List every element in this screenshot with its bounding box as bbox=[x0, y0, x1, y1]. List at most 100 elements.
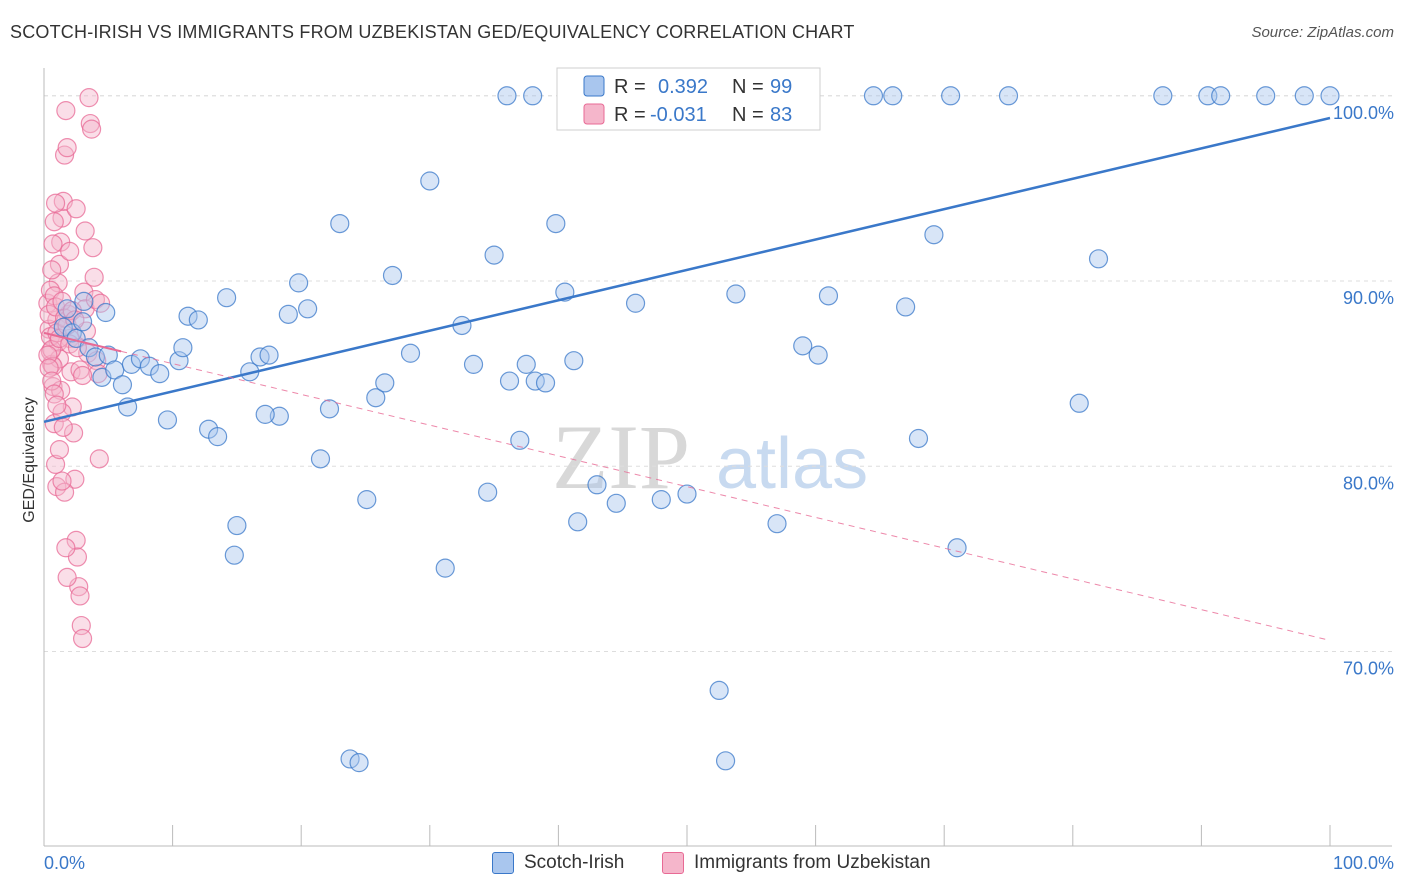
scotch-irish-point bbox=[330, 214, 350, 234]
scotch-irish-point bbox=[1320, 86, 1340, 106]
scotch-irish-point bbox=[1256, 86, 1276, 106]
uzbekistan-point bbox=[39, 304, 59, 324]
scotch-irish-point bbox=[497, 86, 517, 106]
uzbekistan-point bbox=[76, 321, 97, 341]
scotch-irish-point bbox=[435, 558, 455, 578]
scotch-irish-point bbox=[157, 410, 178, 430]
scotch-irish-point bbox=[420, 171, 440, 191]
scotch-irish-point bbox=[808, 345, 828, 365]
uzbekistan-point bbox=[52, 471, 72, 491]
scotch-irish-point bbox=[298, 299, 318, 319]
stat-n-label-pink: N = bbox=[732, 104, 764, 126]
scotch-irish-point bbox=[310, 449, 331, 469]
scotch-irish-point bbox=[606, 493, 626, 513]
scotch-irish-point bbox=[510, 430, 530, 450]
stat-n-value-blue: 99 bbox=[770, 76, 792, 98]
legend-swatch-pink bbox=[662, 852, 684, 874]
scotch-irish-point bbox=[564, 351, 584, 371]
scotch-irish-point bbox=[516, 354, 536, 374]
scotch-irish-point bbox=[224, 545, 244, 565]
scotch-irish-point bbox=[587, 475, 607, 495]
uzbekistan-point bbox=[84, 267, 104, 287]
uzbekistan-point bbox=[56, 101, 76, 121]
y-tick-label: 90.0% bbox=[1343, 288, 1394, 308]
series-scotch-irish bbox=[53, 86, 1340, 773]
scotch-irish-point bbox=[767, 514, 787, 534]
scotch-irish-point bbox=[319, 399, 340, 419]
scotch-irish-point bbox=[208, 427, 228, 447]
chart-title: SCOTCH-IRISH VS IMMIGRANTS FROM UZBEKIST… bbox=[10, 22, 855, 42]
scotch-irish-point bbox=[535, 373, 556, 393]
scotch-irish-point bbox=[924, 225, 944, 245]
uzbekistan-point bbox=[83, 238, 103, 258]
scotch-irish-point bbox=[255, 404, 275, 424]
legend-item-uzbekistan: Immigrants from Uzbekistan bbox=[662, 852, 931, 874]
uzbekistan-point bbox=[79, 88, 99, 108]
scotch-irish-point bbox=[863, 86, 884, 106]
stat-n-label-blue: N = bbox=[732, 76, 764, 98]
scotch-irish-point bbox=[1069, 393, 1089, 413]
uzbekistan-point bbox=[49, 439, 70, 460]
trend-line-uzbekistan-solid bbox=[43, 331, 122, 353]
y-tick-label: 80.0% bbox=[1343, 473, 1394, 493]
scotch-irish-point bbox=[139, 356, 160, 376]
scotch-irish-point bbox=[278, 304, 298, 324]
scotch-irish-point bbox=[883, 86, 903, 106]
scotch-irish-point bbox=[947, 538, 967, 558]
uzbekistan-point bbox=[53, 417, 73, 437]
scotch-irish-point bbox=[523, 86, 543, 106]
scotch-irish-point bbox=[793, 336, 813, 356]
trend-line-scotch-irish bbox=[43, 116, 1331, 424]
scotch-irish-point bbox=[53, 317, 73, 337]
scotch-irish-point bbox=[96, 302, 116, 323]
y-tick-labels: 70.0% 80.0% 90.0% 100.0% bbox=[1333, 103, 1394, 679]
scotch-irish-point bbox=[818, 286, 839, 306]
uzbekistan-point bbox=[63, 423, 84, 443]
stat-r-value-pink: -0.031 bbox=[650, 104, 707, 126]
scotch-irish-point bbox=[57, 299, 77, 319]
uzbekistan-point bbox=[60, 241, 80, 261]
stat-legend: R = 0.392 N = 99 R = -0.031 N = 83 bbox=[556, 67, 821, 131]
scotch-irish-point bbox=[74, 291, 94, 311]
uzbekistan-point bbox=[75, 221, 95, 241]
uzbekistan-point bbox=[42, 260, 62, 280]
uzbekistan-point bbox=[54, 482, 75, 502]
uzbekistan-point bbox=[57, 138, 77, 158]
scotch-irish-point bbox=[259, 345, 279, 365]
uzbekistan-point bbox=[66, 530, 86, 550]
y-tick-label: 70.0% bbox=[1343, 659, 1394, 679]
scotch-irish-point bbox=[400, 343, 421, 363]
uzbekistan-point bbox=[44, 212, 64, 232]
uzbekistan-point bbox=[70, 586, 90, 606]
scotch-irish-point bbox=[715, 751, 736, 771]
stat-n-value-pink: 83 bbox=[770, 104, 792, 126]
trend-line-uzbekistan-dashed bbox=[121, 350, 1331, 641]
scotch-irish-point bbox=[1294, 86, 1314, 106]
stat-r-value-blue: 0.392 bbox=[658, 76, 708, 98]
scotch-irish-point bbox=[357, 490, 377, 510]
uzbekistan-point bbox=[43, 234, 63, 254]
x-tick-label-max: 100.0% bbox=[1333, 853, 1394, 873]
scotch-irish-point bbox=[217, 288, 237, 308]
stat-r-label-pink: R = bbox=[614, 104, 646, 126]
scotch-irish-point bbox=[726, 284, 746, 304]
scotch-irish-point bbox=[499, 371, 520, 391]
scotch-irish-point bbox=[896, 297, 916, 317]
scotch-irish-point bbox=[941, 86, 961, 106]
scotch-irish-point bbox=[998, 86, 1019, 106]
legend-item-scotch-irish: Scotch-Irish bbox=[492, 852, 624, 874]
scotch-irish-point bbox=[677, 484, 697, 504]
scotch-irish-point bbox=[227, 515, 247, 536]
x-tick-label-min: 0.0% bbox=[44, 853, 85, 873]
scotch-irish-point bbox=[651, 490, 671, 510]
stat-swatch-blue bbox=[583, 75, 605, 97]
uzbekistan-point bbox=[89, 449, 109, 469]
scotch-irish-point bbox=[908, 428, 929, 449]
scotch-irish-point bbox=[112, 375, 133, 395]
scotch-irish-point bbox=[150, 364, 170, 384]
scotch-irish-point bbox=[349, 753, 369, 773]
uzbekistan-point bbox=[72, 365, 93, 386]
uzbekistan-point bbox=[47, 395, 67, 415]
scotch-irish-point bbox=[382, 265, 403, 286]
scotch-irish-point bbox=[484, 245, 504, 265]
